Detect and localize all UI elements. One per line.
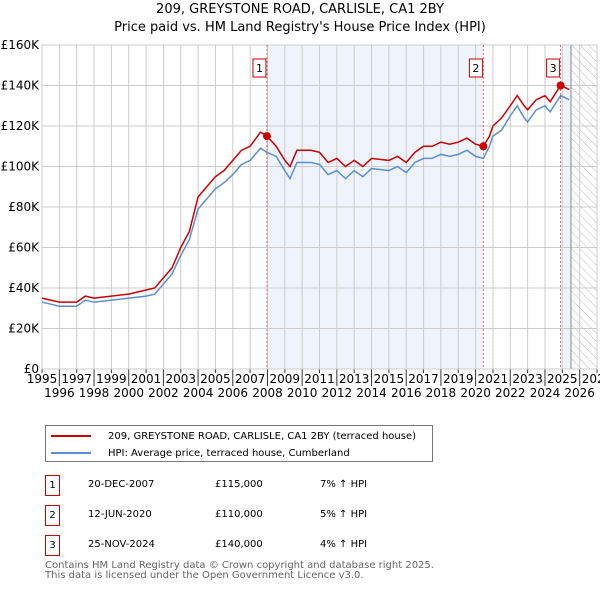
hpi-line — [41, 94, 570, 307]
sale-date: 20-DEC-2007 — [88, 479, 155, 490]
x-tick-label: 2004 — [183, 386, 214, 400]
legend-item-hpi: HPI: Average price, terraced house, Cumb… — [46, 445, 350, 461]
x-tick-label: 2021 — [478, 372, 509, 386]
x-tick-label: 2009 — [270, 372, 301, 386]
sale-number: 3 — [45, 535, 60, 556]
x-tick-label: 2011 — [304, 372, 335, 386]
sale-hpi-diff: 7% ↑ HPI — [320, 479, 368, 490]
y-tick-label: £80K — [8, 200, 40, 214]
sale-date: 25-NOV-2024 — [88, 539, 155, 550]
sale-label-box — [546, 58, 561, 78]
x-tick-label: 2013 — [339, 372, 370, 386]
sale-label-box — [252, 58, 267, 78]
legend: 209, GREYSTONE ROAD, CARLISLE, CA1 2BY (… — [45, 425, 433, 462]
x-tick-label: 1995 — [27, 372, 58, 386]
x-tick-label: 2019 — [443, 372, 474, 386]
x-tick-label: 2001 — [131, 372, 162, 386]
x-tick-label: 2000 — [113, 386, 144, 400]
x-tick-label: 1999 — [96, 372, 127, 386]
x-tick-label: 2016 — [391, 386, 422, 400]
x-tick-label: 2008 — [252, 386, 283, 400]
y-tick-label: £100K — [1, 160, 41, 174]
sale-row: 3 25-NOV-2024 £140,000 4% ↑ HPI — [45, 535, 445, 557]
sale-date: 12-JUN-2020 — [88, 509, 152, 520]
sale-number: 2 — [45, 505, 60, 526]
footer-line-1: Contains HM Land Registry data © Crown c… — [45, 560, 434, 571]
sale-point — [556, 81, 565, 90]
x-tick-label: 1997 — [61, 372, 92, 386]
plot-border — [41, 44, 598, 370]
x-tick-label: 2024 — [530, 386, 561, 400]
y-tick-label: £0 — [24, 362, 39, 376]
y-tick-label: £120K — [1, 119, 41, 133]
legend-item-price: 209, GREYSTONE ROAD, CARLISLE, CA1 2BY (… — [46, 428, 416, 444]
x-tick-label: 2026 — [564, 386, 595, 400]
x-tick-label: 2010 — [287, 386, 318, 400]
sale-price: £110,000 — [215, 509, 263, 520]
legend-label: HPI: Average price, terraced house, Cumb… — [108, 447, 350, 459]
y-tick-label: £20K — [8, 322, 40, 336]
x-tick-label: 2023 — [512, 372, 543, 386]
x-tick-label: 2017 — [408, 372, 439, 386]
x-tick-label: 2020 — [460, 386, 491, 400]
sale-label-box — [468, 58, 483, 78]
sale-price: £140,000 — [215, 539, 263, 550]
y-tick-label: £160K — [1, 38, 41, 52]
x-tick-label: 2005 — [200, 372, 231, 386]
chart-subtitle: Price paid vs. HM Land Registry's House … — [114, 20, 486, 35]
y-tick-label: £60K — [8, 241, 40, 255]
footer-line-2: This data is licensed under the Open Gov… — [45, 570, 364, 581]
sale-hpi-diff: 5% ↑ HPI — [320, 509, 368, 520]
y-tick-label: £140K — [1, 79, 41, 93]
chart-title: 209, GREYSTONE ROAD, CARLISLE, CA1 2BY — [156, 2, 444, 17]
sale-point — [262, 132, 271, 141]
legend-swatch-red — [51, 435, 91, 437]
y-tick-label: £40K — [8, 281, 40, 295]
sale-label: 3 — [550, 62, 557, 75]
legend-label: 209, GREYSTONE ROAD, CARLISLE, CA1 2BY (… — [108, 430, 417, 442]
x-tick-label: 2002 — [148, 386, 179, 400]
x-tick-label: 2012 — [322, 386, 353, 400]
x-tick-label: 1998 — [79, 386, 110, 400]
x-tick-label: 2022 — [495, 386, 526, 400]
x-tick-label: 2007 — [235, 372, 266, 386]
footer: Contains HM Land Registry data © Crown c… — [45, 561, 434, 581]
sale-label: 2 — [472, 62, 479, 75]
sale-row: 1 20-DEC-2007 £115,000 7% ↑ HPI — [45, 475, 445, 497]
sale-hpi-diff: 4% ↑ HPI — [320, 539, 368, 550]
x-tick-label: 2018 — [426, 386, 457, 400]
x-tick-label: 2003 — [165, 372, 196, 386]
sale-row: 2 12-JUN-2020 £110,000 5% ↑ HPI — [45, 505, 445, 527]
sale-point — [479, 142, 488, 151]
price-line — [41, 84, 570, 303]
x-tick-label: 2006 — [218, 386, 249, 400]
price-chart: 1995199619971998199920002001200220032004… — [1, 38, 600, 400]
x-tick-label: 1996 — [44, 386, 75, 400]
sale-label: 1 — [256, 62, 263, 75]
legend-swatch-blue — [51, 452, 91, 454]
sale-price: £115,000 — [215, 479, 263, 490]
x-tick-label: 2027 — [582, 372, 600, 386]
x-tick-label: 2015 — [374, 372, 405, 386]
x-tick-label: 2025 — [547, 372, 578, 386]
x-tick-label: 2014 — [356, 386, 387, 400]
sale-number: 1 — [45, 475, 60, 496]
